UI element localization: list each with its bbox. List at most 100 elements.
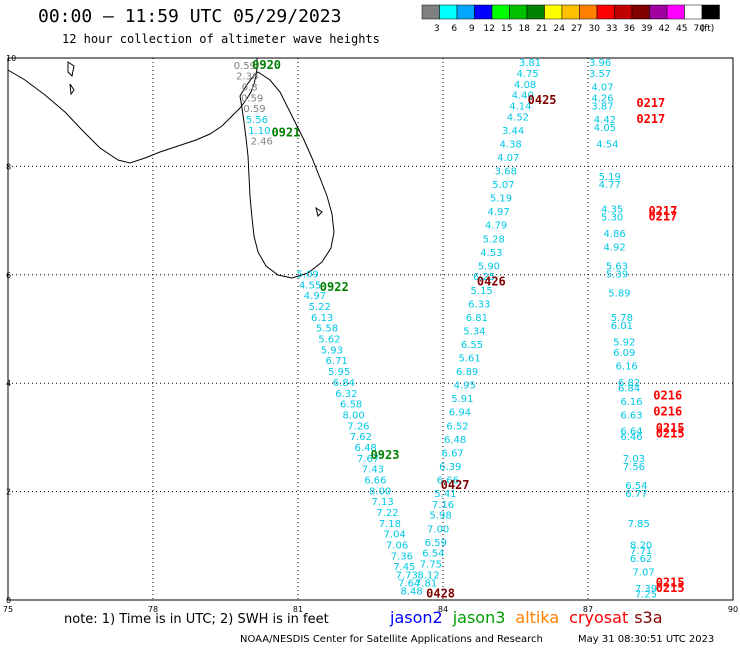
pass-time-label: 0216 [653,388,682,402]
islet-3 [315,206,323,217]
wave-height-label: 6.54 [625,481,647,492]
wave-height-label: 5.58 [316,324,338,335]
wave-height-label: 6.77 [625,489,647,500]
legend-swatch [684,4,703,20]
pass-time-label: 0428 [426,586,455,600]
legend-label: 42 [659,24,670,34]
legend-label: 18 [519,24,531,34]
wave-height-label: 7.39 [635,584,657,595]
wave-height-label: 7.85 [628,519,650,530]
wave-height-label: 6.58 [340,400,362,411]
wave-height-label: 5.78 [611,313,633,324]
x-tick-label: 90 [728,605,738,614]
wave-height-label: 8.00 [342,410,364,421]
satellite-legend: jason2 jason3 altika cryosat s3a [390,608,673,627]
wave-height-label: 6.66 [437,475,459,486]
wave-height-label: 5.22 [309,302,331,313]
wave-height-label: 4.97 [304,291,326,302]
legend-swatch [579,4,598,20]
wave-height-label: 4.05 [594,123,616,134]
x-tick-label: 81 [293,605,303,614]
islet-2 [69,83,75,96]
y-tick-label: 4 [6,379,11,388]
wave-height-label: 7.04 [384,530,406,541]
pass-time-label: 0426 [477,275,506,289]
y-tick-label: 8 [6,162,11,171]
wave-height-label: 7.36 [391,551,413,562]
wave-height-label: 7.07 [632,568,654,579]
wave-height-label: 3.44 [502,126,524,137]
wave-height-label: 5.19 [490,194,512,205]
legend-swatch [544,4,563,20]
legend-swatch [596,4,615,20]
wave-height-label: 6.46 [620,432,642,443]
legend-swatch [491,4,510,20]
wave-height-label: 6.54 [422,549,444,560]
wave-height-label: 5.41 [434,489,456,500]
y-tick-label: 10 [6,54,16,63]
footer-timestamp: May 31 08:30:51 UTC 2023 [578,634,715,645]
legend-label: 33 [606,24,617,34]
satellite-label-jason3: jason3 [452,608,506,627]
wave-height-label: 6.71 [326,356,348,367]
pass-time-label: 0217 [636,96,665,110]
wave-height-label: 2.36 [236,72,258,83]
pass-time-label: 0923 [371,448,400,462]
wave-height-label: 7.06 [386,541,408,552]
wave-height-label: 3.57 [589,69,611,80]
wave-height-label: 7.00 [427,524,449,535]
wave-height-label: 6.55 [461,340,483,351]
track-pass_0425_0428: 3.814.754.084.404.144.52 3.44 4.38 4.07 3.68… [415,58,557,600]
x-tick-label: 87 [583,605,593,614]
wave-height-label: 7.16 [432,500,454,511]
wave-height-label: 5.28 [483,234,505,245]
wave-height-label: 4.07 [591,83,613,94]
wave-height-label: 5.07 [492,180,514,191]
pass-time-label: 0216 [653,405,682,419]
x-tick-label: 75 [3,605,13,614]
wave-height-label: 5.09 [297,270,319,281]
wave-height-label: 4.14 [509,101,531,112]
wave-height-label: 4.40 [512,91,534,102]
pass-time-label: 0215 [656,426,685,440]
wave-height-label: 6.32 [335,389,357,400]
satellite-label-altika: altika [515,608,560,627]
legend-swatch [439,4,458,20]
wave-height-label: 6.66 [364,475,386,486]
note-text: note: 1) Time is in UTC; 2) SWH is in fe… [64,612,329,627]
india-coastline [7,58,258,164]
wave-height-label: 4.08 [514,80,536,91]
footer-credit: NOAA/NESDIS Center for Satellite Applica… [240,634,543,645]
legend-label: 45 [676,24,687,34]
wave-height-label: 7.13 [371,497,393,508]
wave-height-label: 8.48 [400,587,422,598]
pass-time-label: 0922 [320,280,349,294]
wave-height-label: 5.19 [599,172,621,183]
wave-height-label: 6.16 [616,362,638,373]
wave-height-label: 4.26 [591,93,613,104]
wave-height-label: 5.92 [613,337,635,348]
legend-swatch [631,4,650,20]
wave-height-label: 5.89 [608,288,630,299]
wave-height-label: 5.63 [606,261,628,272]
pass-time-label: 0215 [656,421,685,435]
wave-height-label: 4.52 [507,112,529,123]
wave-height-label: 5.30 [601,213,623,224]
wave-height-label: 5.98 [429,511,451,522]
satellite-label-jason2: jason2 [390,608,443,627]
wave-height-label: 4.35 [601,204,623,215]
legend-swatch [456,4,475,20]
x-tick-label: 84 [438,605,448,614]
wave-height-label: 5.34 [463,326,485,337]
wave-height-label: 4.38 [500,139,522,150]
wave-height-label: 4.79 [485,221,507,232]
wave-height-label: 5.91 [451,394,473,405]
wave-height-label: 4.53 [480,248,502,259]
legend-swatch [421,4,440,20]
legend-label: 30 [589,24,601,34]
wave-height-label: 5.93 [321,345,343,356]
wave-height-label: 5.62 [318,335,340,346]
altimeter-tracks: 0.592.360.80.590.595.561.102.465.094.554… [234,58,685,600]
wave-height-label: 6.52 [446,421,468,432]
